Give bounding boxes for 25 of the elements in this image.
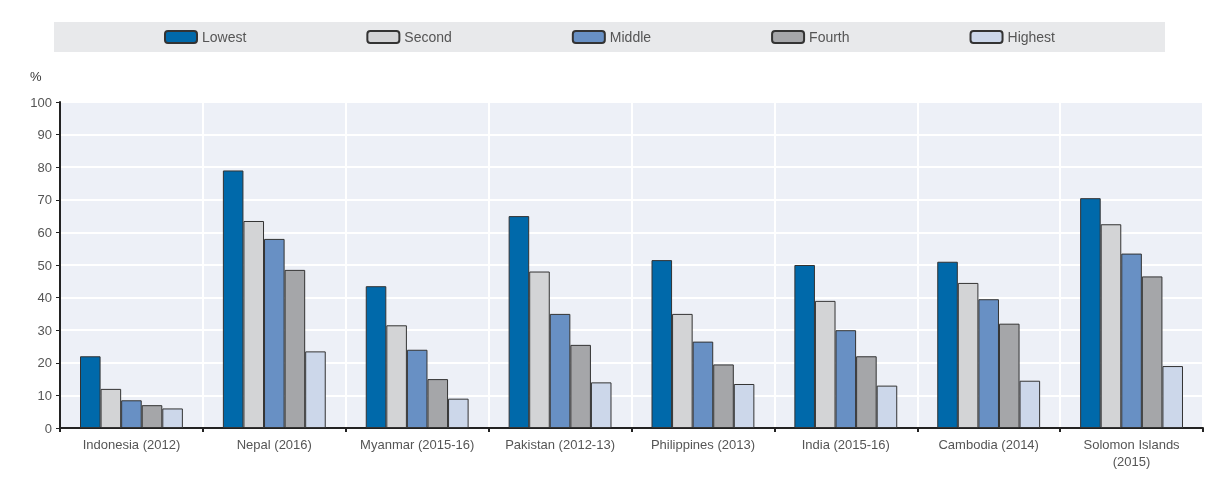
y-tick-label: 90 — [37, 127, 52, 143]
legend-label: Highest — [1007, 29, 1056, 45]
y-tick-label: 20 — [37, 355, 52, 371]
y-tick-label: 50 — [37, 257, 52, 273]
y-tick-label: 80 — [37, 159, 52, 175]
x-tick-label: India (2015-16) — [801, 437, 890, 452]
x-tick-label: Cambodia (2014) — [938, 437, 1039, 452]
x-tick-label: Indonesia (2012) — [82, 437, 181, 452]
y-tick-label: 40 — [37, 290, 52, 306]
x-tick-label: Pakistan (2012-13) — [505, 437, 615, 452]
legend-label: Second — [404, 29, 452, 45]
x-tick-label: Myanmar (2015-16) — [360, 437, 475, 452]
legend-label: Lowest — [201, 29, 247, 45]
y-tick-label: 10 — [37, 387, 52, 403]
legend-label: Middle — [609, 29, 652, 45]
y-tick-label: 60 — [37, 224, 52, 240]
x-tick-label: Nepal (2016) — [236, 437, 312, 452]
y-axis-title: % — [30, 69, 42, 84]
y-tick-label: 0 — [44, 420, 52, 436]
y-tick-label: 100 — [30, 94, 52, 110]
y-tick-label: 70 — [37, 192, 52, 208]
legend-label: Fourth — [809, 29, 850, 45]
y-tick-label: 30 — [37, 322, 52, 338]
x-tick-label: Philippines (2013) — [650, 437, 755, 452]
x-tick-label: Solomon Islands (2015) — [1083, 437, 1181, 469]
